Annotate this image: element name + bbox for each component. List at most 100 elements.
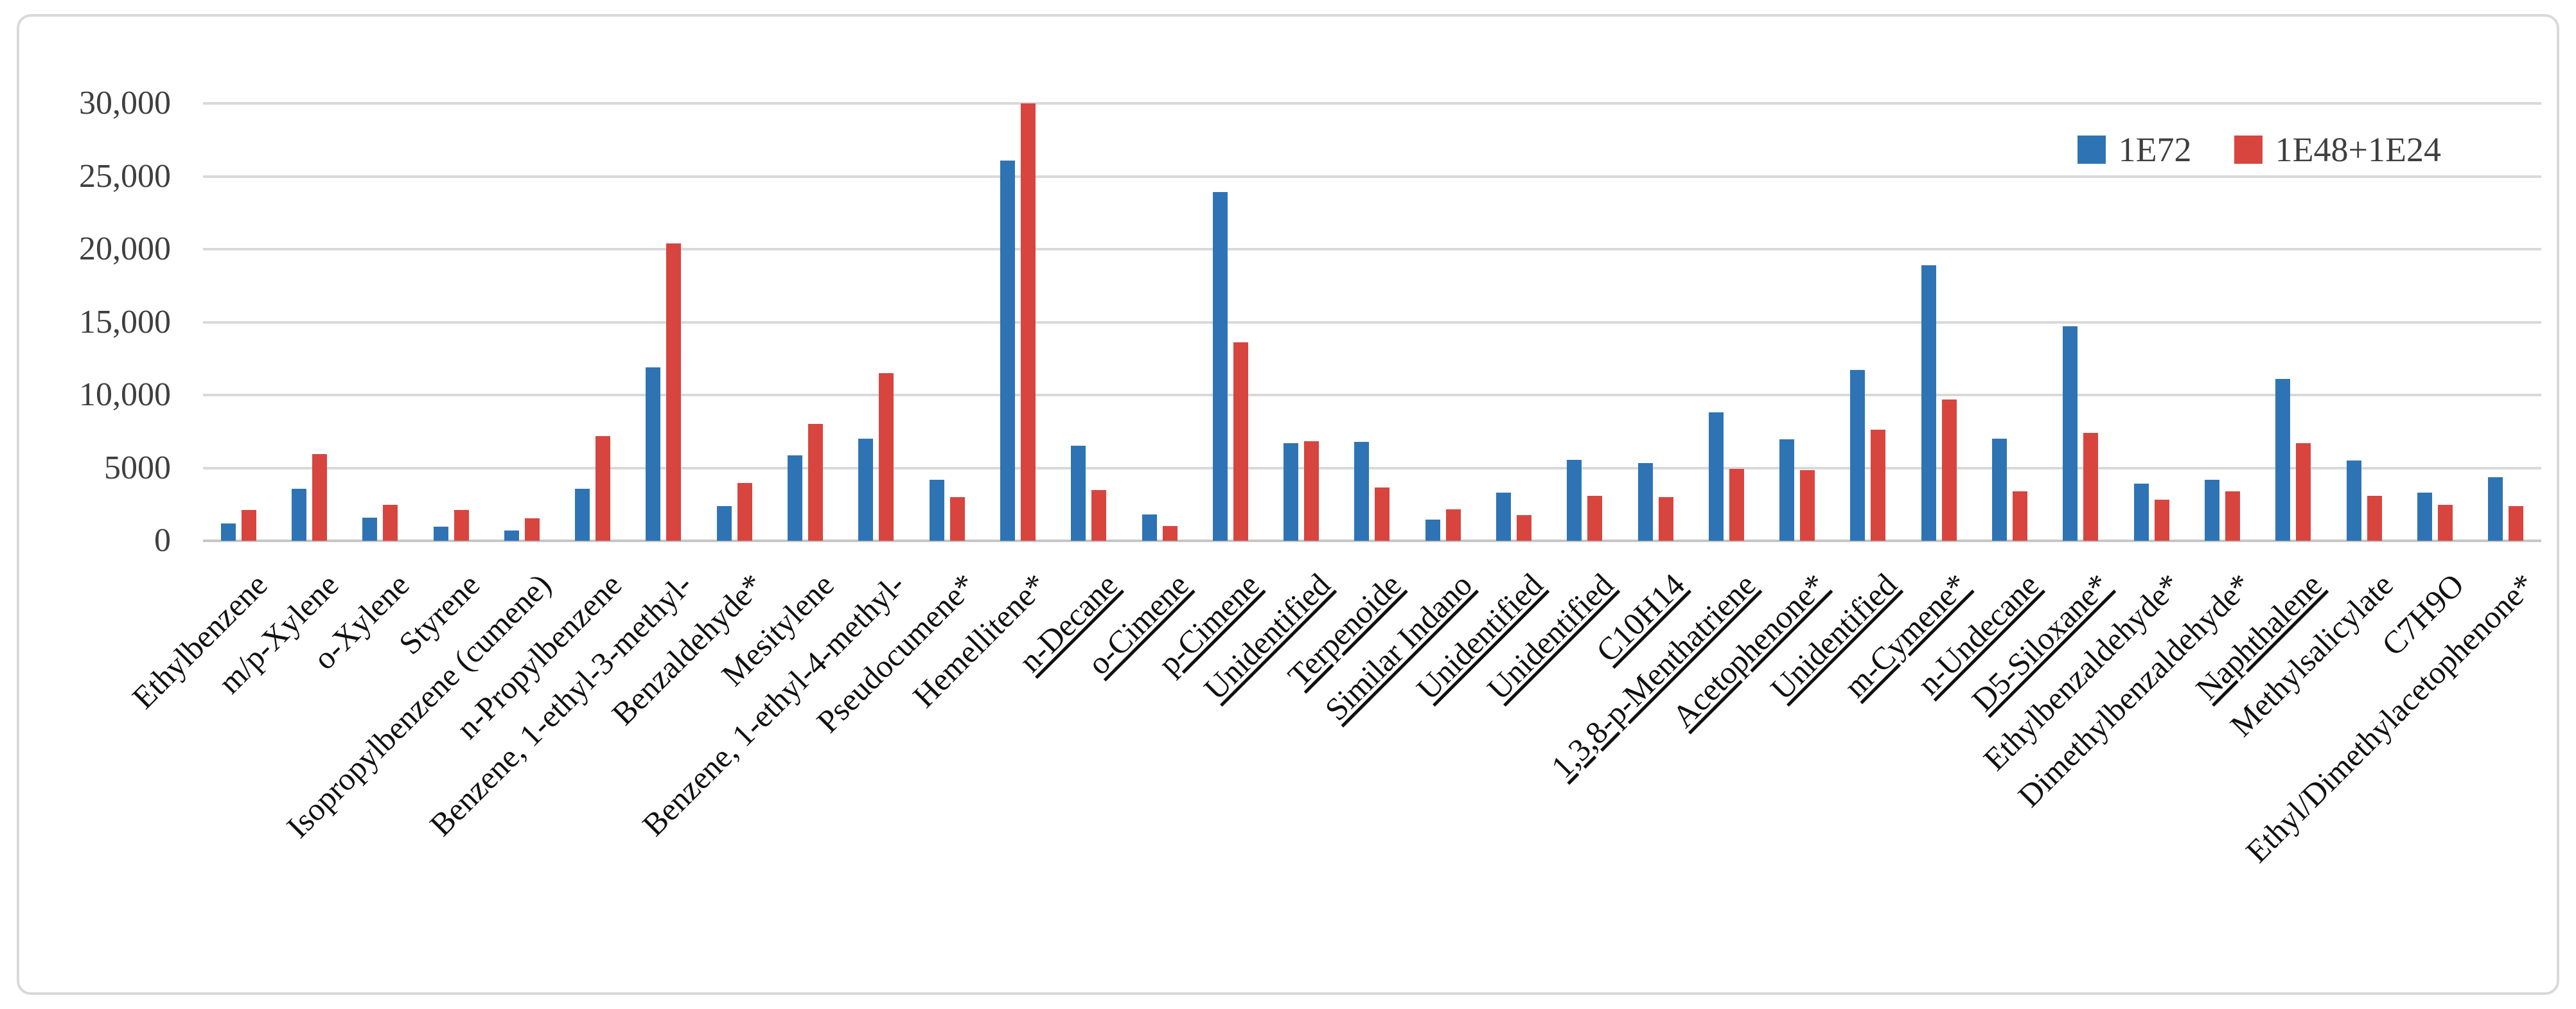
bar-blue (1495, 493, 1511, 541)
bar-blue (1850, 370, 1866, 541)
category-group (2399, 103, 2470, 541)
legend-label: 1E72 (2118, 130, 2192, 169)
category-group (1478, 103, 1549, 541)
y-axis-tick-label: 0 (154, 522, 171, 559)
bar-blue (220, 523, 236, 541)
bar-blue (2417, 493, 2432, 541)
bar-blue (575, 489, 590, 541)
category-group (2045, 103, 2116, 541)
bar-blue (2133, 484, 2149, 541)
category-group (274, 103, 344, 541)
bar-red (1020, 103, 1036, 541)
category-group (2329, 103, 2399, 541)
category-group (841, 103, 912, 541)
legend-swatch-red (2234, 136, 2263, 164)
category-group (628, 103, 699, 541)
category-group (982, 103, 1053, 541)
gridline (203, 102, 2541, 105)
category-group (345, 103, 416, 541)
gridline (203, 320, 2541, 324)
bar-red (1304, 441, 1319, 541)
y-axis-tick-label: 25,000 (79, 157, 171, 195)
bar-blue (1921, 265, 1936, 541)
bar-blue (1212, 192, 1228, 541)
gridline (203, 175, 2541, 178)
legend-item: 1E48+1E24 (2234, 131, 2441, 168)
bar-red (1091, 489, 1107, 541)
y-axis-tick-label: 5000 (104, 449, 171, 486)
bar-red (1729, 468, 1744, 541)
y-axis-tick-label: 10,000 (79, 376, 171, 413)
gridline (203, 248, 2541, 250)
category-group (2258, 103, 2329, 541)
bar-red (1658, 496, 1673, 541)
bar-red (1445, 509, 1461, 541)
bar-blue (1071, 446, 1086, 541)
chart-figure: 1E72 1E48+1E24 30,000 25,000 20,000 15,000 10… (17, 14, 2559, 995)
bar-blue (1637, 462, 1653, 541)
y-axis-tick-label: 20,000 (79, 231, 171, 267)
x-axis-line (203, 540, 2541, 542)
bar-red (241, 510, 256, 541)
bar-red (1375, 487, 1390, 541)
legend-swatch-blue (2077, 136, 2106, 164)
bar-blue (1284, 443, 1299, 541)
bar-blue (1142, 514, 1157, 541)
bar-red (2225, 491, 2240, 541)
bar-red (312, 453, 327, 541)
bar-red (524, 518, 540, 541)
bar-blue (716, 505, 732, 541)
bar-red (1800, 469, 1815, 541)
bar-blue (504, 531, 519, 541)
category-group (2187, 103, 2257, 541)
category-group (1549, 103, 1620, 541)
bar-blue (1000, 160, 1015, 541)
category-group (557, 103, 628, 541)
bar-blue (291, 489, 306, 541)
y-axis: 30,000 25,000 20,000 15,000 10,000 5000 0 (19, 85, 171, 559)
gridline (203, 394, 2541, 396)
bar-red (2154, 500, 2169, 541)
bar-red (1233, 342, 1248, 541)
category-group (1337, 103, 1407, 541)
category-group (1620, 103, 1691, 541)
category-group (1691, 103, 1761, 541)
bar-blue (646, 367, 661, 541)
bar-blue (788, 455, 803, 541)
bar-red (1871, 430, 1886, 541)
bar-red (2437, 505, 2453, 541)
y-axis-tick-label: 30,000 (79, 85, 171, 121)
bar-red (737, 483, 752, 541)
bar-blue (362, 517, 378, 541)
category-group (416, 103, 486, 541)
bar-red (2013, 491, 2028, 541)
bar-red (1162, 526, 1178, 541)
bar-red (1941, 399, 1957, 541)
bar-blue (1779, 439, 1795, 541)
bar-red (808, 424, 824, 541)
category-group (1974, 103, 2045, 541)
bar-blue (2275, 379, 2291, 541)
bar-blue (858, 439, 874, 541)
bar-blue (2063, 326, 2078, 541)
category-group (912, 103, 982, 541)
legend-label: 1E48+1E24 (2275, 130, 2441, 169)
category-group (2116, 103, 2187, 541)
category-group (1054, 103, 1124, 541)
gridline (203, 466, 2541, 469)
bar-red (2296, 443, 2311, 541)
bar-blue (1354, 441, 1370, 541)
bar-blue (1992, 439, 2007, 541)
legend: 1E72 1E48+1E24 (2077, 130, 2441, 169)
y-axis-tick-label: 15,000 (79, 303, 171, 340)
category-group (1762, 103, 1833, 541)
bar-red (666, 243, 682, 541)
bar-red (595, 435, 611, 541)
category-group (1195, 103, 1266, 541)
bar-red (1516, 515, 1531, 541)
bar-blue (1425, 520, 1440, 541)
category-group (770, 103, 840, 541)
bar-blue (1708, 412, 1724, 541)
category-group (699, 103, 770, 541)
plot-area (203, 102, 2541, 542)
